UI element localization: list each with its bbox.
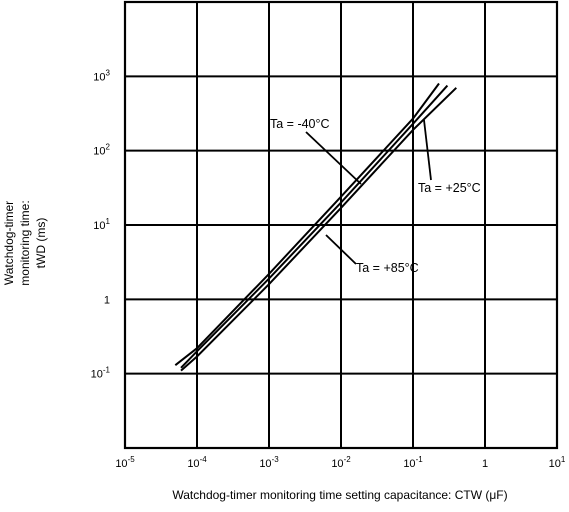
curves <box>174 82 457 372</box>
y-tick-label: 10-1 <box>91 366 111 381</box>
y-axis-title-line-2: monitoring time: <box>18 200 32 285</box>
plot-frame <box>123 0 559 450</box>
x-tick-label: 101 <box>549 455 566 470</box>
x-tick-label: 1 <box>482 458 488 470</box>
annotations: Ta = -40°C Ta = +25°C Ta = +85°C <box>270 117 481 275</box>
y-tick-label: 103 <box>93 68 110 83</box>
y-tick-label: 101 <box>93 217 110 232</box>
annotation-leader <box>423 119 432 181</box>
x-tick-label: 10-3 <box>259 455 279 470</box>
series-0-line <box>174 82 440 366</box>
y-axis-title-line-3: tWD (ms) <box>34 218 48 269</box>
series-1-line <box>180 84 449 369</box>
annotation-label: Ta = +25°C <box>418 181 481 195</box>
y-axis-title-line-1: Watchdog-timer <box>2 201 16 285</box>
annotation-leader <box>325 234 357 265</box>
series-2-line <box>180 87 457 372</box>
x-tick-label: 10-1 <box>403 455 423 470</box>
annotation-label: Ta = -40°C <box>270 117 330 131</box>
y-tick-labels: 10-1 1 101 102 103 <box>91 68 111 380</box>
x-tick-label: 10-5 <box>115 455 135 470</box>
y-tick-label: 102 <box>93 143 110 158</box>
annotation-leader <box>305 131 362 185</box>
x-tick-label: 10-2 <box>331 455 351 470</box>
x-tick-label: 10-4 <box>187 455 207 470</box>
x-axis-title: Watchdog-timer monitoring time setting c… <box>172 488 507 502</box>
annotation-label: Ta = +85°C <box>356 261 419 275</box>
x-tick-labels: 10-5 10-4 10-3 10-2 10-1 1 101 <box>115 455 566 470</box>
grid <box>125 2 557 448</box>
y-tick-label: 1 <box>104 294 110 306</box>
